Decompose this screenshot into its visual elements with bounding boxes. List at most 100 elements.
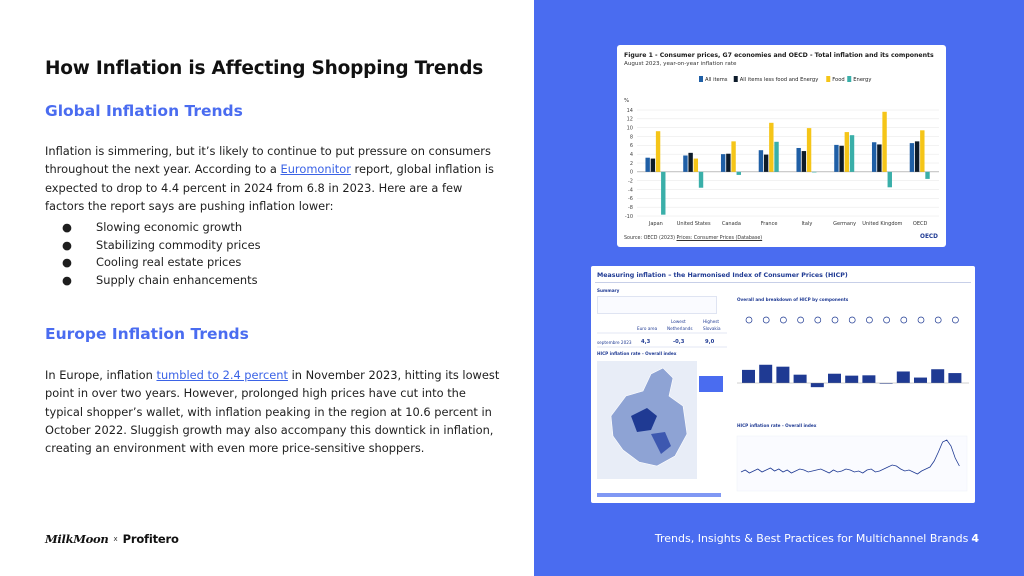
component-bar	[948, 373, 962, 383]
source-link[interactable]: Prices: Consumer Prices (Database)	[676, 236, 763, 241]
bar	[834, 144, 839, 172]
bar	[655, 131, 661, 172]
y-tick-label: -8	[628, 205, 633, 211]
x-tick-label: Germany	[833, 221, 856, 227]
bar	[645, 157, 650, 172]
bar	[688, 152, 693, 172]
list-item-text: Cooling real estate prices	[96, 255, 242, 270]
x-tick-label: France	[761, 221, 778, 227]
figure-subtitle: August 2023, year-on-year inflation rate	[624, 61, 737, 67]
euro-value: 4,3	[641, 339, 651, 345]
line-title: HICP inflation rate - Overall index	[737, 423, 817, 428]
map-title: HICP inflation rate - Overall index	[597, 351, 677, 356]
tumbled-link[interactable]: tumbled to 2.4 percent	[156, 368, 288, 382]
y-tick-label: 14	[627, 108, 633, 114]
component-icon	[762, 316, 770, 324]
component-icon	[848, 316, 856, 324]
component-icon	[814, 316, 822, 324]
footer-text: Trends, Insights & Best Practices for Mu…	[654, 532, 969, 545]
component-bar	[879, 383, 893, 384]
legend-swatch	[826, 76, 831, 82]
profitero-logo: Profitero	[122, 532, 179, 546]
summary-box	[597, 296, 717, 314]
component-bar	[793, 374, 807, 383]
component-icon	[831, 316, 839, 324]
component-bar	[845, 375, 859, 383]
bullet: ●	[62, 272, 72, 287]
component-bar	[862, 375, 876, 383]
legend-swatch	[733, 76, 738, 82]
bar	[925, 171, 930, 179]
europe-text-1: In Europe, inflation	[45, 368, 157, 382]
component-icon	[934, 316, 942, 324]
lowest-header: Lowest	[671, 319, 686, 324]
legend-label: Food	[832, 77, 844, 83]
figure-source: Source: OECD (2023) Prices: Consumer Pri…	[624, 236, 762, 241]
bar	[909, 143, 915, 172]
bar	[769, 122, 774, 172]
y-tick-label: 8	[630, 134, 633, 140]
component-bar	[828, 373, 841, 383]
list-item-text: Supply chain enhancements	[96, 272, 258, 287]
nl-value: -0,3	[673, 339, 685, 345]
euromonitor-link[interactable]: Euromonitor	[280, 162, 351, 177]
select-area-button	[699, 376, 723, 392]
component-bar	[896, 371, 910, 383]
milkmoon-logo: MilkMoon	[45, 532, 109, 546]
sk-header: Slovakia	[703, 326, 721, 331]
component-bar	[776, 366, 790, 383]
hicp-graphics	[597, 316, 969, 497]
component-icon	[883, 316, 890, 324]
sk-value: 9,0	[705, 339, 715, 345]
partner-logos: MilkMoon x Profitero	[45, 532, 179, 546]
bar	[763, 154, 769, 172]
page-title: How Inflation is Affecting Shopping Tren…	[45, 58, 484, 79]
oecd-figure: Figure 1 - Consumer prices, G7 economies…	[617, 45, 946, 247]
x-tick-label: Japan	[648, 221, 663, 227]
bar	[914, 141, 920, 172]
component-icon	[780, 316, 787, 324]
component-icon	[952, 316, 959, 324]
y-tick-label: 10	[627, 125, 633, 131]
list-item: ● Cooling real estate prices	[62, 254, 261, 272]
y-tick-label: 0	[630, 170, 633, 176]
list-item: ● Slowing economic growth	[62, 219, 261, 237]
line-chart-frame	[736, 435, 968, 492]
bar	[774, 141, 779, 172]
bar	[887, 171, 892, 188]
component-icon	[866, 316, 873, 324]
hicp-divider	[595, 282, 971, 283]
legend-label: Energy	[853, 77, 871, 83]
component-icon	[917, 316, 925, 324]
bar	[882, 111, 887, 172]
bar	[693, 158, 699, 172]
global-text-1: Inflation is simmering, but it’s likely …	[45, 144, 491, 177]
list-item: ● Supply chain enhancements	[62, 272, 261, 290]
legend-swatch	[847, 76, 852, 82]
bar	[839, 145, 844, 172]
component-bar	[742, 369, 755, 383]
bar	[726, 153, 731, 172]
bar	[801, 151, 807, 172]
bullet: ●	[62, 237, 72, 252]
europe-text-2: in November 2023, hitting its lowest poi…	[45, 368, 500, 456]
y-tick-label: 12	[627, 117, 633, 123]
source-prefix: Source: OECD (2023)	[624, 236, 677, 241]
x-tick-label: Canada	[722, 221, 741, 227]
global-heading: Global Inflation Trends	[45, 102, 243, 120]
row-label: septembre 2023	[597, 340, 632, 345]
europe-heading: Europe Inflation Trends	[45, 325, 249, 343]
x-tick-label: United Kingdom	[862, 221, 902, 227]
y-tick-label: 6	[630, 143, 633, 149]
list-item-text: Slowing economic growth	[96, 220, 243, 234]
logo-separator: x	[113, 535, 118, 543]
euro-header: Euro area	[637, 326, 658, 331]
figure-title: Figure 1 - Consumer prices, G7 economies…	[624, 52, 934, 59]
component-bar	[810, 383, 824, 388]
map-region-dark	[631, 408, 657, 432]
hicp-title: Measuring inflation – the Harmonised Ind…	[597, 272, 848, 279]
factors-list: ● Slowing economic growth ● Stabilizing co…	[62, 219, 261, 289]
legend-label: All items	[705, 77, 728, 83]
component-icon	[745, 316, 753, 324]
footer: Trends, Insights & Best Practices for Mu…	[655, 532, 979, 545]
